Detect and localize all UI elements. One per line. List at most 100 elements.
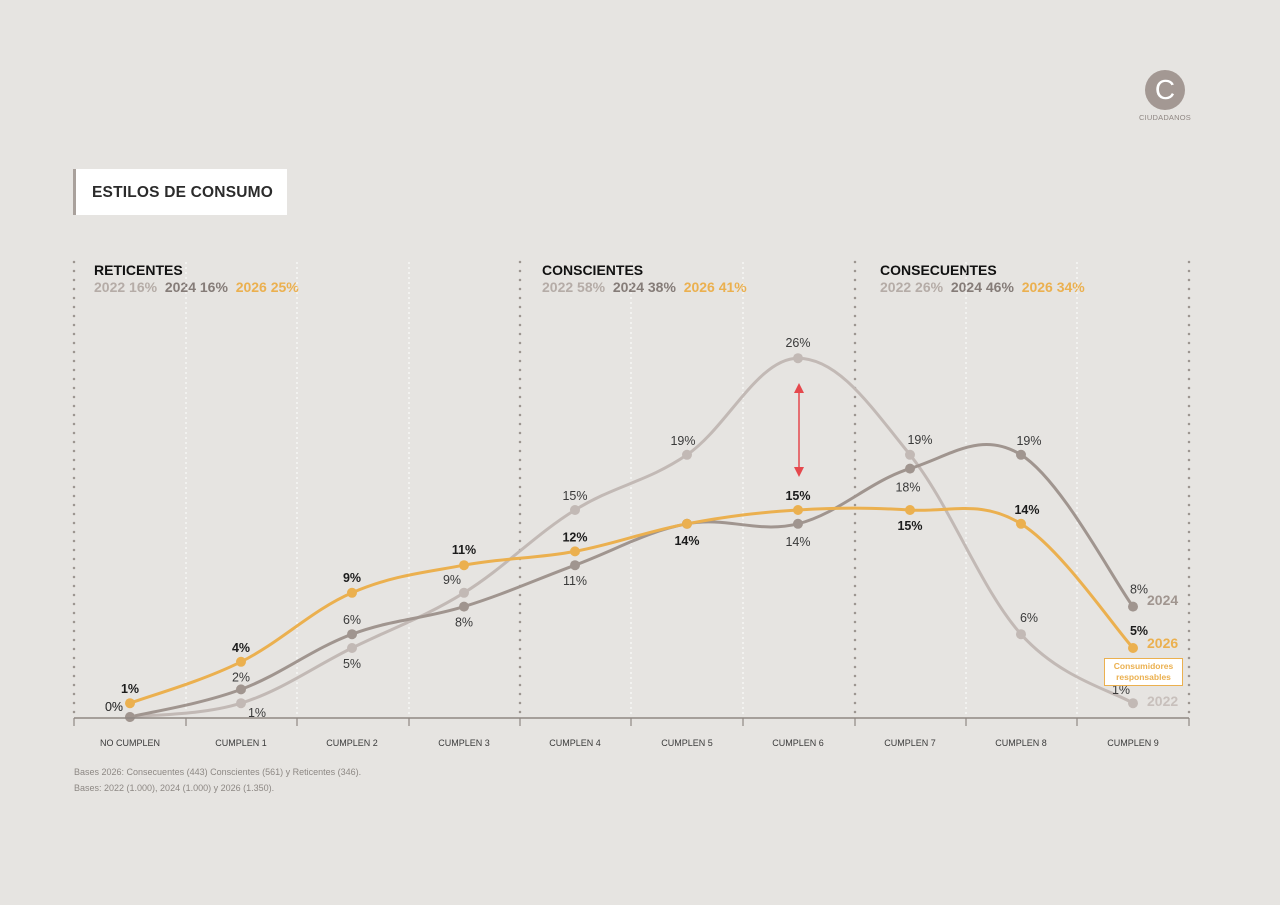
segment-reticentes: RETICENTES 2022 16% 2024 16% 2026 25% [94, 262, 299, 295]
data-point [905, 449, 915, 460]
value-label: 15% [785, 489, 810, 503]
data-point [459, 601, 469, 612]
x-tick-label: CUMPLEN 9 [1107, 738, 1159, 748]
data-point [570, 546, 580, 557]
data-point [347, 629, 357, 640]
data-point [905, 505, 915, 515]
value-label: 19% [1016, 434, 1041, 448]
x-tick-label: CUMPLEN 3 [438, 738, 490, 748]
data-point [793, 505, 803, 515]
data-point [236, 684, 246, 695]
data-point [570, 505, 580, 515]
footnote-bases-all: Bases: 2022 (1.000), 2024 (1.000) y 2026… [74, 783, 275, 793]
value-label: 0% [105, 700, 123, 714]
chart-value-labels: 0% 1%5%9%15%19%26%19%6%1%0%2%6% 8%11%14%18… [105, 336, 1148, 720]
chart-grid [72, 260, 1191, 719]
value-label: 6% [1020, 611, 1038, 625]
segment-consecuentes: CONSECUENTES 2022 26% 2024 46% 2026 34% [880, 262, 1085, 295]
segment-stats: 2022 16% 2024 16% 2026 25% [94, 279, 299, 295]
logo-label: CIUDADANOS [1138, 113, 1191, 122]
stat-2022: 2022 58% [542, 279, 606, 295]
callout-line-1: Consumidores [1113, 661, 1174, 671]
stat-2026: 2026 25% [235, 279, 299, 295]
segment-title: RETICENTES [94, 262, 183, 278]
value-label: 1% [248, 706, 266, 720]
value-label: 14% [785, 535, 810, 549]
data-point [1016, 449, 1026, 460]
value-label: 1% [121, 682, 139, 696]
stat-2026: 2026 34% [1021, 279, 1085, 295]
segment-title: CONSECUENTES [880, 262, 997, 278]
data-point [347, 643, 357, 653]
data-point [236, 698, 246, 709]
data-point [793, 518, 803, 529]
segment-stats: 2022 26% 2024 46% 2026 34% [880, 279, 1085, 295]
page-title: ESTILOS DE CONSUMO [92, 184, 274, 201]
segment-conscientes: CONSCIENTES 2022 58% 2024 38% 2026 41% [542, 262, 747, 295]
value-label: 11% [452, 543, 476, 557]
series-line-2022 [128, 356, 1135, 719]
footnote-bases-2026: Bases 2026: Consecuentes (443) Conscient… [74, 767, 362, 777]
data-point [347, 587, 357, 598]
series-line-2026 [128, 506, 1135, 705]
x-tick-label: CUMPLEN 5 [661, 738, 713, 748]
x-tick-label: NO CUMPLEN [100, 738, 160, 748]
ciudadanos-logo: C CIUDADANOS [1137, 70, 1193, 122]
consumidores-responsables-callout: Consumidores responsables [1104, 658, 1183, 686]
data-point [682, 518, 692, 529]
value-label: 1% [1112, 683, 1130, 697]
series-end-label-2024: 2024 [1147, 592, 1178, 608]
value-label: 11% [563, 574, 587, 588]
data-point [682, 449, 692, 460]
data-point [905, 463, 915, 474]
stat-2022: 2022 26% [880, 279, 944, 295]
data-point [1016, 629, 1026, 640]
value-label: 5% [343, 657, 361, 671]
x-tick-label: CUMPLEN 8 [995, 738, 1047, 748]
series-end-label-2026: 2026 [1147, 635, 1178, 651]
value-label: 14% [1014, 503, 1039, 517]
data-point [459, 560, 469, 571]
data-point [570, 560, 580, 571]
value-label: 8% [1130, 583, 1148, 597]
stat-2024: 2024 46% [950, 279, 1014, 295]
value-label: 2% [232, 670, 250, 684]
x-axis: NO CUMPLEN CUMPLEN 1 CUMPLEN 2 CUMPLEN 3 CUM… [73, 717, 1190, 748]
data-point [125, 712, 135, 722]
chart-lines [128, 356, 1135, 719]
value-label: 12% [562, 530, 587, 544]
x-tick-label: CUMPLEN 7 [884, 738, 936, 748]
stat-2022: 2022 16% [94, 279, 158, 295]
segment-title: CONSCIENTES [542, 262, 644, 278]
callout-line-2: responsables [1116, 672, 1171, 682]
x-tick-label: CUMPLEN 2 [326, 738, 378, 748]
chart-points [125, 353, 1138, 722]
data-point [1128, 698, 1138, 709]
stat-2026: 2026 41% [683, 279, 747, 295]
x-tick-label: CUMPLEN 6 [772, 738, 824, 748]
series-line-2024 [128, 443, 1135, 719]
data-point [236, 656, 246, 667]
value-label: 6% [343, 613, 361, 627]
value-label: 26% [785, 336, 810, 350]
value-label: 19% [670, 434, 695, 448]
stat-2024: 2024 16% [164, 279, 228, 295]
page-title-box: ESTILOS DE CONSUMO [73, 169, 287, 215]
value-label: 8% [455, 616, 473, 630]
logo-circle-icon: C [1145, 70, 1185, 110]
data-point [1016, 518, 1026, 529]
value-label: 0% [105, 700, 123, 714]
value-label: 9% [443, 573, 461, 587]
value-label: 14% [674, 534, 699, 548]
value-label: 18% [895, 481, 920, 495]
series-end-label-2022: 2022 [1147, 693, 1178, 709]
data-point [459, 587, 469, 598]
data-point [1128, 601, 1138, 612]
value-label: 4% [232, 641, 250, 655]
data-point [793, 353, 803, 364]
data-point [1128, 643, 1138, 653]
value-label: 19% [907, 433, 932, 447]
difference-arrow-icon [794, 383, 804, 477]
value-label: 9% [343, 571, 361, 585]
